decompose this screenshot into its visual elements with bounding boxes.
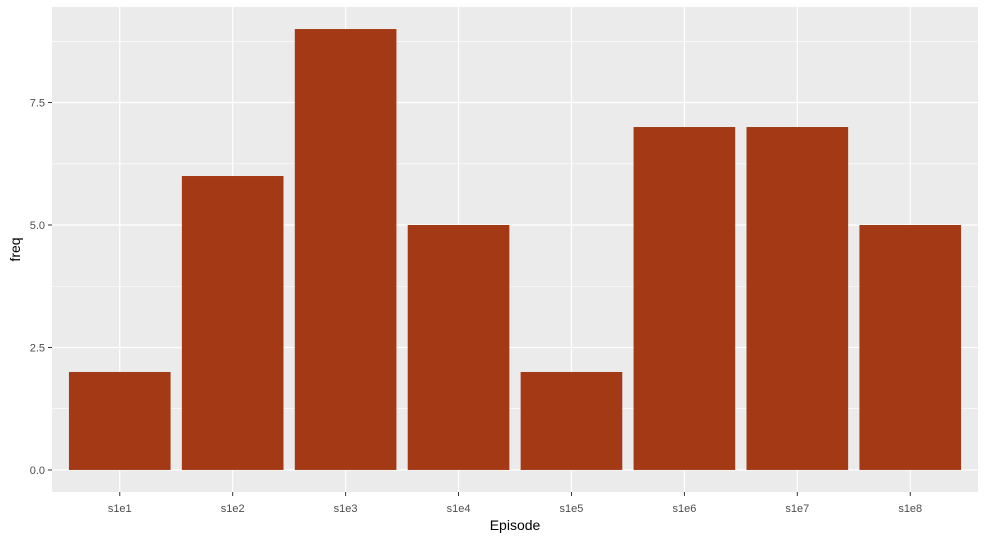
x-tick-label: s1e4 [447, 503, 471, 515]
y-tick-label: 2.5 [30, 342, 45, 354]
x-tick-label: s1e7 [785, 503, 809, 515]
x-tick-label: s1e2 [221, 503, 245, 515]
bar-s1e8 [859, 225, 962, 470]
bar-s1e3 [294, 29, 397, 470]
x-tick-label: s1e6 [672, 503, 696, 515]
y-tick-label: 5.0 [30, 220, 45, 232]
y-axis-title: freq [7, 237, 23, 261]
y-tick-label: 7.5 [30, 98, 45, 110]
bar-s1e7 [746, 127, 849, 470]
x-tick-label: s1e5 [560, 503, 584, 515]
bars [68, 29, 962, 470]
bar-s1e1 [68, 371, 171, 470]
x-tick-label: s1e1 [108, 503, 132, 515]
y-tick-label: 0.0 [30, 465, 45, 477]
x-tick-label: s1e3 [334, 503, 358, 515]
bar-s1e4 [407, 225, 510, 470]
x-axis: s1e1 s1e2 s1e3 s1e4 s1e5 s1e6 s1e7 s1e8 [108, 492, 922, 515]
bar-s1e6 [633, 127, 736, 470]
x-tick-label: s1e8 [898, 503, 922, 515]
bar-s1e2 [181, 176, 284, 470]
y-axis: 0.0 2.5 5.0 7.5 [30, 98, 52, 477]
bar-s1e5 [520, 371, 623, 470]
x-axis-title: Episode [490, 517, 541, 533]
